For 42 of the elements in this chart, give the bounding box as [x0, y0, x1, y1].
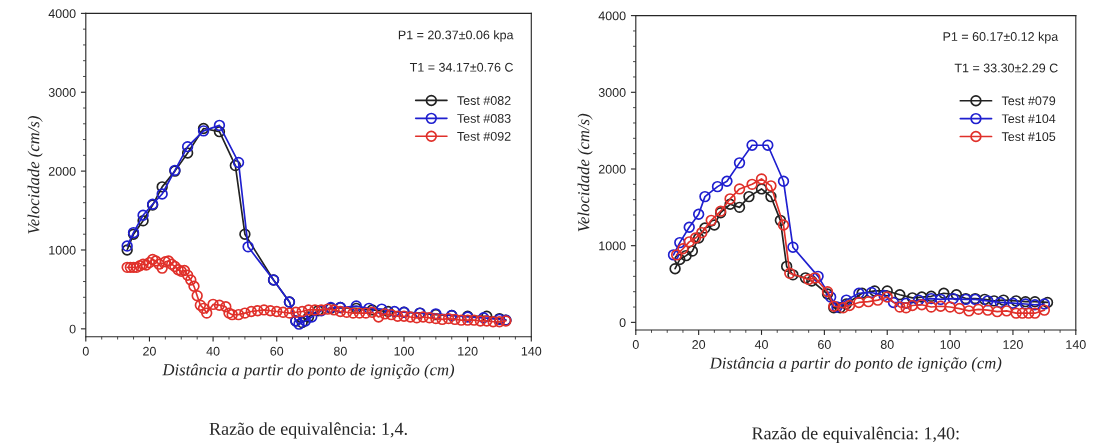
x-tick-label: 140: [521, 346, 542, 356]
x-tick-label: 140: [1066, 340, 1086, 349]
x-tick-label: 40: [754, 340, 768, 349]
legend-label: Test #092: [457, 131, 511, 141]
x-tick-label: 0: [632, 340, 639, 349]
legend-label: Test #104: [1001, 114, 1056, 124]
x-axis-title: Distância a partir do ponto de ignição (cm): [162, 363, 455, 379]
y-tick-label: 1000: [49, 245, 76, 255]
y-tick-label: 2000: [598, 164, 626, 174]
legend-label: Test #083: [457, 114, 511, 123]
legend-label: Test #079: [1001, 96, 1056, 106]
y-tick-label: 2000: [48, 166, 76, 176]
y-tick-label: 3000: [48, 88, 76, 97]
x-tick-label: 100: [394, 346, 414, 356]
y-tick-label: 0: [619, 318, 626, 328]
x-tick-label: 40: [206, 346, 220, 356]
x-tick-label: 0: [82, 346, 89, 356]
x-tick-label: 20: [692, 340, 706, 349]
y-tick-label: 0: [69, 324, 76, 334]
x-tick-label: 120: [458, 346, 478, 356]
x-tick-label: 120: [1003, 340, 1023, 349]
y-axis-title: Velocidade (cm/s): [577, 113, 593, 232]
y-tick-label: 4000: [598, 11, 626, 21]
y-tick-label: 4000: [48, 9, 76, 19]
y-axis-title: Velocidade (cm/s): [27, 116, 43, 234]
x-tick-label: 80: [880, 340, 894, 349]
legend-label: Test #082: [457, 96, 511, 105]
annotation: T1 = 34.17±0.76 C: [409, 62, 514, 72]
annotation: P1 = 60.17±0.12 kpa: [943, 31, 1059, 44]
annotation: T1 = 33.30±2.29 C: [954, 63, 1058, 73]
y-tick-label: 3000: [598, 88, 626, 97]
x-tick-label: 60: [270, 346, 284, 356]
x-tick-label: 80: [333, 346, 347, 356]
x-axis-title: Distância a partir do ponto de ignição (cm): [709, 356, 1002, 373]
annotation: P1 = 20.37±0.06 kpa: [398, 30, 514, 42]
x-tick-label: 60: [818, 340, 831, 349]
legend-label: Test #105: [1001, 132, 1056, 142]
text: Razão de equivalência: 1,4.: [209, 422, 407, 439]
y-tick-label: 1000: [599, 241, 626, 251]
text: Razão de equivalência: 1,40:: [752, 426, 959, 444]
x-tick-label: 20: [143, 346, 156, 356]
x-tick-label: 100: [940, 340, 961, 349]
